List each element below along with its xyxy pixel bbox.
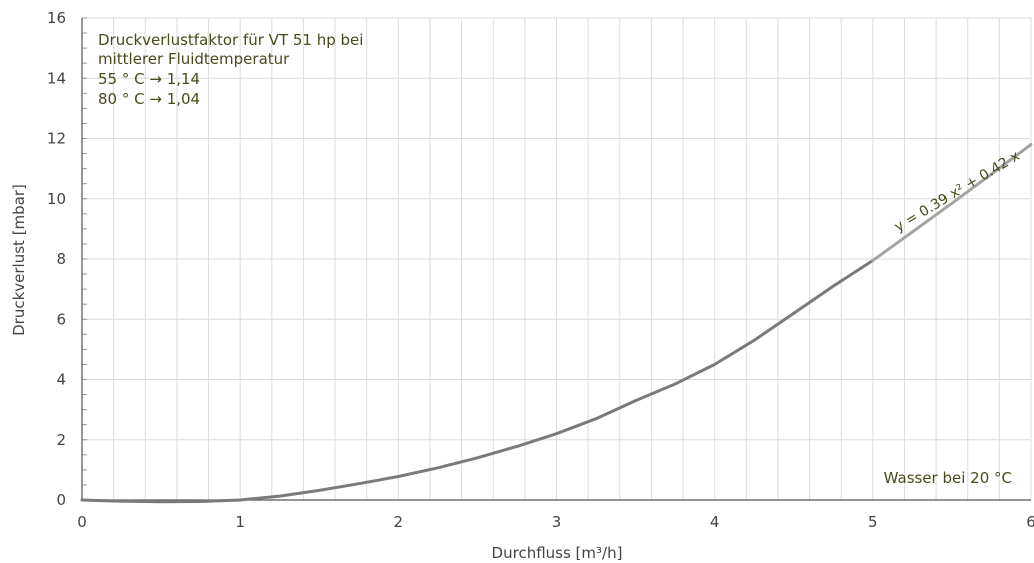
curve-segment-2 [871, 143, 1033, 262]
x-tick-label: 1 [235, 513, 245, 531]
note-line-1: Druckverlustfaktor für VT 51 hp bei [98, 31, 363, 49]
x-axis-title: Durchfluss [m³/h] [492, 544, 623, 562]
y-axis-title: Druckverlust [mbar] [10, 184, 28, 336]
y-tick-label: 8 [56, 250, 66, 268]
x-tick-labels: 0 1 2 3 4 5 6 [77, 513, 1034, 531]
y-tick-label: 10 [47, 190, 66, 208]
minor-ticks [82, 17, 87, 501]
series-group [80, 143, 1033, 504]
curve-segment-1 [80, 259, 875, 504]
grid [81, 17, 1032, 501]
y-tick-labels: 0 2 4 6 8 10 12 14 16 [47, 9, 66, 509]
medium-label: Wasser bei 20 °C [884, 469, 1012, 487]
y-tick-label: 0 [56, 491, 66, 509]
x-tick-label: 3 [552, 513, 562, 531]
note-line-4: 80 ° C → 1,04 [98, 90, 200, 108]
x-tick-label: 5 [868, 513, 878, 531]
y-tick-label: 16 [47, 9, 66, 27]
formula-label: y = 0.39 x² + 0.42 x [892, 148, 1023, 235]
x-tick-label: 2 [394, 513, 404, 531]
note-line-2: mittlerer Fluidtemperatur [98, 50, 290, 68]
y-tick-label: 12 [47, 130, 66, 148]
note-line-3: 55 ° C → 1,14 [98, 70, 200, 88]
y-tick-label: 14 [47, 69, 66, 87]
y-tick-label: 2 [56, 431, 66, 449]
y-tick-label: 4 [56, 371, 66, 389]
x-tick-label: 4 [710, 513, 720, 531]
x-tick-label: 0 [77, 513, 87, 531]
y-tick-label: 6 [56, 310, 66, 328]
x-tick-label: 6 [1026, 513, 1034, 531]
fluid-temperature-note: Druckverlustfaktor für VT 51 hp bei mitt… [98, 31, 363, 108]
